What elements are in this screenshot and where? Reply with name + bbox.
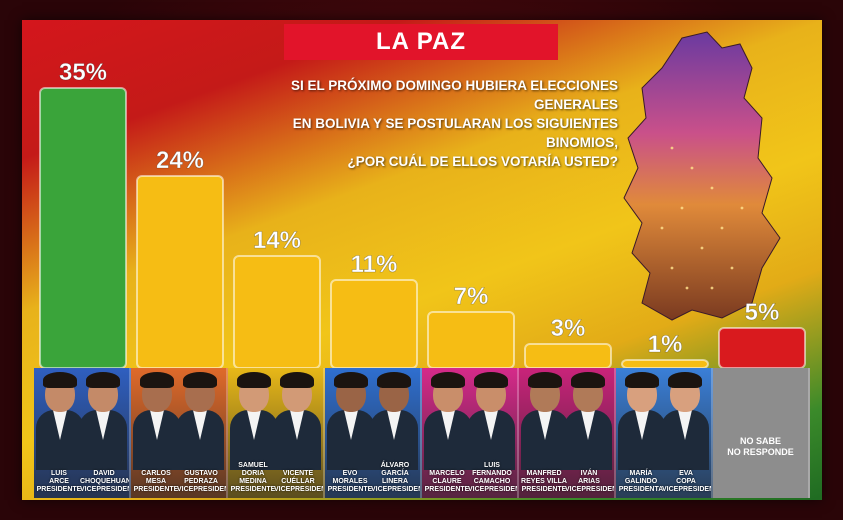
candidate-photo [133, 372, 181, 470]
candidate-pair-3: SAMUEL DORIA MEDINA PRESIDENTE VICENTE CU… [228, 368, 325, 498]
no-response-cell: NO SABE NO RESPONDE [713, 368, 810, 498]
bar-value-label-8: 5% [745, 299, 780, 326]
chart-title: LA PAZ [376, 28, 466, 55]
bar-value-label-1: 35% [59, 59, 107, 86]
candidate-photo [79, 372, 127, 470]
bar-4 [330, 279, 418, 369]
vicepresident-caption: ÁLVARO GARCÍA LINERA VICEPRESIDENTE [371, 462, 420, 493]
candidate-photo [176, 372, 224, 470]
vicepresident-caption: VICENTE CUÉLLAR VICEPRESIDENTE [274, 470, 323, 493]
bar-value-label-3: 14% [253, 227, 301, 254]
la-paz-map-illustration [623, 31, 781, 321]
bar-value-label-7: 1% [648, 331, 683, 358]
president-caption: CARLOS MESA PRESIDENTE [133, 470, 179, 493]
candidate-photo [467, 372, 515, 470]
candidate-pair-4: EVO MORALES PRESIDENTE ÁLVARO GARCÍA LINE… [325, 368, 422, 498]
bar-value-label-2: 24% [156, 147, 204, 174]
survey-question: SI EL PRÓXIMO DOMINGO HUBIERA ELECCIONES… [290, 78, 618, 169]
candidate-photo [36, 372, 84, 470]
president-caption: MARCELO CLAURE PRESIDENTE [424, 470, 470, 493]
bar-5 [427, 311, 515, 369]
vicepresident-caption: LUIS FERNANDO CAMACHO VICEPRESIDENTE [468, 462, 517, 493]
president-caption: LUIS ARCE PRESIDENTE [36, 470, 82, 493]
bar-8 [718, 327, 806, 369]
candidate-photo [661, 372, 709, 470]
bar-1 [39, 87, 127, 369]
candidate-photo [370, 372, 418, 470]
candidate-photo [618, 372, 666, 470]
bar-7 [621, 359, 709, 369]
vicepresident-caption: GUSTAVO PEDRAZA VICEPRESIDENTE [177, 470, 226, 493]
bar-2 [136, 175, 224, 369]
candidate-photo [424, 372, 472, 470]
president-caption: SAMUEL DORIA MEDINA PRESIDENTE [230, 462, 276, 493]
candidate-photo [230, 372, 278, 470]
bar-value-label-4: 11% [351, 251, 398, 278]
title-banner: LA PAZ [284, 24, 558, 60]
candidate-pair-6: MANFRED REYES VILLA PRESIDENTE IVÁN ARIAS… [519, 368, 616, 498]
bar-chart: 35% 24% 14% 11% 7% 3% 1% 5% [39, 59, 806, 369]
vicepresident-caption: IVÁN ARIAS VICEPRESIDENTE [565, 470, 614, 493]
president-caption: MANFRED REYES VILLA PRESIDENTE [521, 470, 567, 493]
candidate-photo [273, 372, 321, 470]
candidate-pair-2: CARLOS MESA PRESIDENTE GUSTAVO PEDRAZA VI… [131, 368, 228, 498]
candidate-photo [327, 372, 375, 470]
candidate-photo [564, 372, 612, 470]
candidate-pair-5: MARCELO CLAURE PRESIDENTE LUIS FERNANDO C… [422, 368, 519, 498]
vicepresident-caption: EVA COPA VICEPRESIDENTA [662, 470, 711, 493]
vicepresident-caption: DAVID CHOQUEHUANCA VICEPRESIDENTE [80, 470, 131, 493]
no-response-label: NO SABE NO RESPONDE [727, 436, 794, 457]
president-caption: EVO MORALES PRESIDENTE [327, 470, 373, 493]
chart-panel: LA PAZ SI EL PRÓXIMO DOMINGO HUBIERA ELE… [22, 20, 822, 500]
candidate-pair-7: MARÍA GALINDO PRESIDENTA EVA COPA VICEPRE… [616, 368, 713, 498]
president-caption: MARÍA GALINDO PRESIDENTA [618, 470, 664, 493]
bar-6 [524, 343, 612, 369]
candidate-photo [521, 372, 569, 470]
bar-3 [233, 255, 321, 369]
bar-value-label-5: 7% [454, 283, 489, 310]
bar-value-label-6: 3% [551, 315, 586, 342]
